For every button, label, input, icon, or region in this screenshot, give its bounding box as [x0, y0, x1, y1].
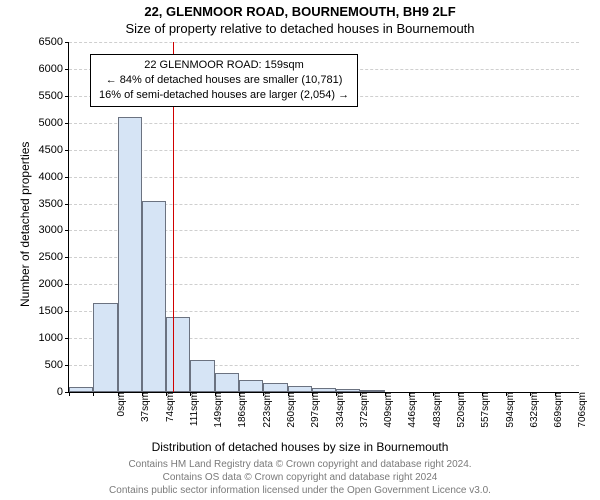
xtick-mark: [555, 392, 556, 396]
xtick-mark: [433, 392, 434, 396]
xtick-mark: [482, 392, 483, 396]
ytick-label: 0: [57, 386, 69, 398]
xtick-mark: [190, 392, 191, 396]
xtick-label: 669sqm: [551, 392, 564, 442]
xtick-label: 111sqm: [187, 392, 200, 442]
xtick-label: 446sqm: [405, 392, 418, 442]
title-line2: Size of property relative to detached ho…: [0, 21, 600, 36]
xtick-label: 706sqm: [575, 392, 588, 442]
xtick-label: 409sqm: [381, 392, 394, 442]
xtick-label: 186sqm: [235, 392, 248, 442]
ytick-label: 2500: [39, 251, 69, 263]
ytick-label: 4500: [39, 144, 69, 156]
ytick-label: 6000: [39, 63, 69, 75]
xtick-mark: [215, 392, 216, 396]
xtick-label: 483sqm: [430, 392, 443, 442]
histogram-bar: [69, 387, 93, 392]
gridline: [69, 177, 579, 178]
xtick-label: 260sqm: [284, 392, 297, 442]
xtick-label: 223sqm: [260, 392, 273, 442]
xtick-label: 557sqm: [478, 392, 491, 442]
ytick-label: 500: [45, 359, 69, 371]
ytick-label: 4000: [39, 171, 69, 183]
annotation-line3: 16% of semi-detached houses are larger (…: [99, 88, 349, 103]
histogram-bar: [142, 201, 166, 392]
xtick-mark: [69, 392, 70, 396]
xtick-label: 372sqm: [357, 392, 370, 442]
footer: Contains HM Land Registry data © Crown c…: [0, 458, 600, 497]
xtick-label: 520sqm: [454, 392, 467, 442]
histogram-bar: [263, 383, 287, 392]
annotation-box: 22 GLENMOOR ROAD: 159sqm ← 84% of detach…: [90, 54, 358, 107]
xtick-mark: [263, 392, 264, 396]
xtick-mark: [118, 392, 119, 396]
xtick-mark: [458, 392, 459, 396]
title-line1: 22, GLENMOOR ROAD, BOURNEMOUTH, BH9 2LF: [0, 4, 600, 19]
xtick-mark: [288, 392, 289, 396]
x-axis-label: Distribution of detached houses by size …: [0, 440, 600, 454]
xtick-mark: [142, 392, 143, 396]
ytick-label: 3500: [39, 198, 69, 210]
xtick-label: 74sqm: [163, 392, 176, 442]
gridline: [69, 150, 579, 151]
histogram-bar: [118, 117, 142, 392]
gridline: [69, 42, 579, 43]
xtick-mark: [336, 392, 337, 396]
xtick-mark: [239, 392, 240, 396]
xtick-mark: [506, 392, 507, 396]
xtick-mark: [530, 392, 531, 396]
xtick-mark: [312, 392, 313, 396]
footer-line1: Contains HM Land Registry data © Crown c…: [0, 458, 600, 471]
histogram-bar: [93, 303, 117, 392]
annotation-line2: ← 84% of detached houses are smaller (10…: [99, 73, 349, 88]
xtick-label: 0sqm: [114, 392, 127, 442]
ytick-label: 5500: [39, 90, 69, 102]
xtick-label: 594sqm: [503, 392, 516, 442]
xtick-label: 37sqm: [138, 392, 151, 442]
xtick-label: 297sqm: [308, 392, 321, 442]
histogram-bar: [215, 373, 239, 392]
xtick-label: 149sqm: [211, 392, 224, 442]
histogram-bar: [239, 380, 263, 392]
xtick-mark: [93, 392, 94, 396]
xtick-mark: [166, 392, 167, 396]
y-axis-label: Number of detached properties: [18, 142, 32, 307]
ytick-label: 2000: [39, 278, 69, 290]
xtick-mark: [409, 392, 410, 396]
ytick-label: 1000: [39, 332, 69, 344]
ytick-label: 1500: [39, 305, 69, 317]
ytick-label: 5000: [39, 117, 69, 129]
ytick-label: 3000: [39, 224, 69, 236]
gridline: [69, 123, 579, 124]
ytick-label: 6500: [39, 36, 69, 48]
xtick-mark: [385, 392, 386, 396]
histogram-bar: [166, 317, 190, 392]
histogram-bar: [190, 360, 214, 392]
annotation-line1: 22 GLENMOOR ROAD: 159sqm: [99, 58, 349, 73]
xtick-label: 632sqm: [527, 392, 540, 442]
xtick-mark: [360, 392, 361, 396]
footer-line2: Contains OS data © Crown copyright and d…: [0, 471, 600, 484]
chart-page: 22, GLENMOOR ROAD, BOURNEMOUTH, BH9 2LF …: [0, 0, 600, 500]
footer-line3: Contains public sector information licen…: [0, 484, 600, 497]
xtick-label: 334sqm: [333, 392, 346, 442]
